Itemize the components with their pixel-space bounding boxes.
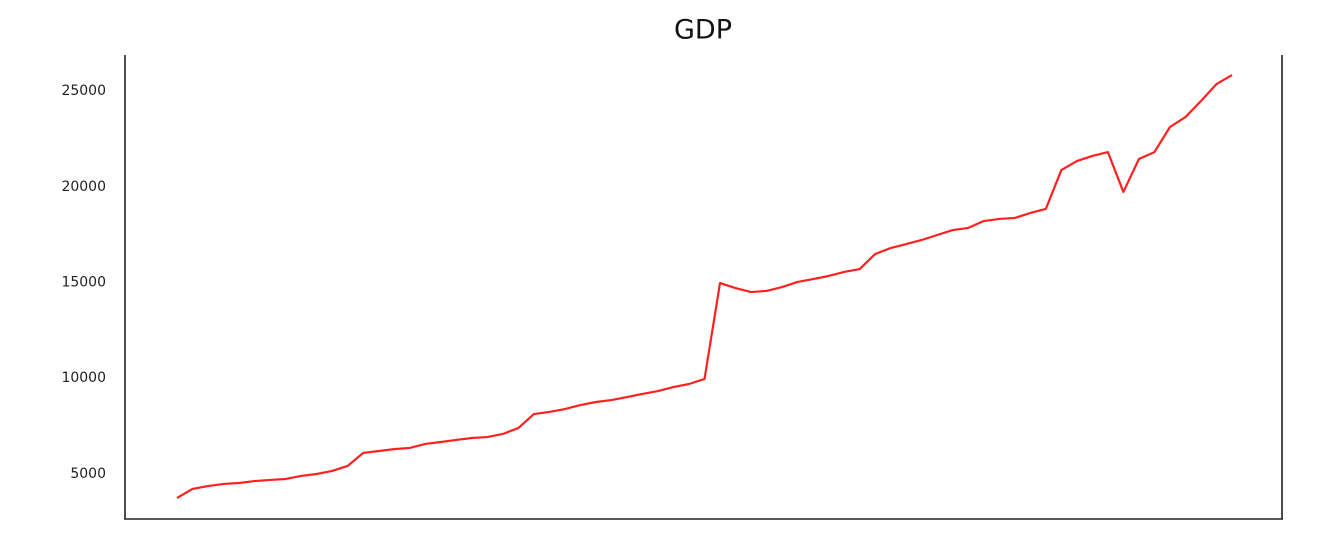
chart-title: GDP [674,15,732,46]
y-tick-label: 10000 [61,370,106,386]
y-tick-label: 25000 [61,83,106,99]
y-tick-label: 5000 [70,466,106,482]
y-tick-label: 15000 [61,274,106,290]
data-line [176,74,1233,499]
y-tick-label: 20000 [61,179,106,195]
